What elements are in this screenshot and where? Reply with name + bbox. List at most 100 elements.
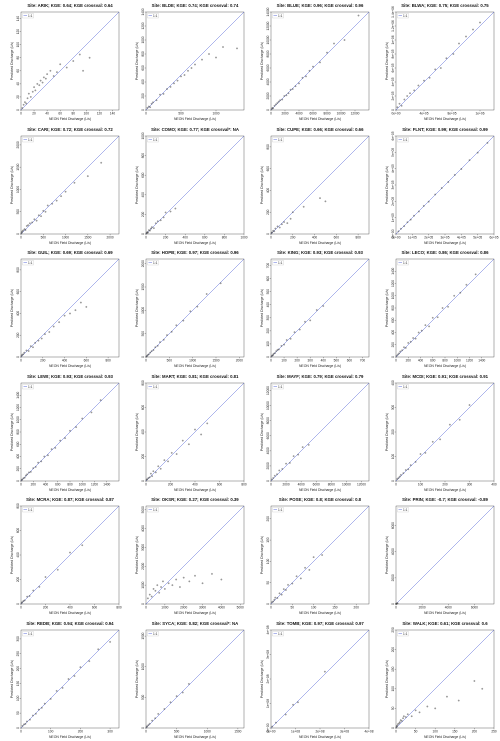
y-tick-label: 200 bbox=[16, 332, 20, 338]
data-point bbox=[481, 687, 484, 690]
data-point bbox=[97, 647, 100, 650]
data-point bbox=[35, 712, 37, 715]
x-tick-label: 600 bbox=[55, 482, 61, 486]
data-point bbox=[285, 94, 288, 97]
data-point bbox=[22, 229, 25, 231]
chart-title: Site: LEWI; KGE: 0.93; KGE crossval: 0.9… bbox=[27, 374, 113, 379]
data-point bbox=[26, 720, 28, 722]
data-point bbox=[219, 282, 222, 285]
data-point bbox=[413, 89, 416, 92]
data-point bbox=[174, 207, 177, 209]
x-tick-label: 1e+05 bbox=[408, 235, 417, 239]
y-tick-label: 100 bbox=[391, 685, 395, 691]
chart-title: Site: WALK; KGE: 0.61; KGE crossval: 0.6 bbox=[402, 621, 488, 626]
y-tick-label: 8000 bbox=[266, 416, 270, 423]
chart-svg: Site: KING; KGE: 0.93; KGE crossval: 0.9… bbox=[260, 250, 370, 368]
chart-panel: Site: POSE; KGE: 0.8; KGE crossval: 0.8 0… bbox=[250, 494, 375, 618]
data-point bbox=[149, 351, 152, 354]
y-tick-label: 800 bbox=[16, 503, 20, 509]
chart-title: Site: CUPE; KGE: 0.66; KGE crossval: 0.6… bbox=[277, 127, 365, 132]
y-tick-label: 500 bbox=[16, 208, 20, 214]
x-tick-label: 250 bbox=[491, 729, 497, 733]
legend-label: 1:1 bbox=[278, 631, 283, 635]
y-tick-label: 0 bbox=[16, 726, 20, 728]
x-tick-label: 200 bbox=[163, 235, 169, 239]
x-axis-label: NEON Field Discharge (L/s) bbox=[49, 735, 91, 739]
data-point bbox=[40, 706, 43, 709]
y-axis-label: Predicted Discharge (L/s) bbox=[385, 659, 389, 697]
y-tick-label: 50 bbox=[391, 706, 395, 710]
data-point bbox=[78, 53, 81, 56]
data-point bbox=[399, 718, 402, 721]
legend: 1:1 bbox=[22, 13, 34, 19]
data-point bbox=[50, 447, 53, 450]
data-point bbox=[72, 60, 75, 62]
data-point bbox=[33, 86, 35, 88]
y-tick-label: 1200 bbox=[141, 22, 145, 29]
data-point bbox=[151, 719, 153, 721]
y-tick-label: 1000 bbox=[141, 132, 145, 139]
data-point bbox=[152, 349, 155, 351]
y-tick-label: 40 bbox=[16, 82, 20, 86]
data-point bbox=[147, 597, 149, 600]
one-to-one-line bbox=[20, 382, 120, 481]
legend-label: 1:1 bbox=[278, 14, 283, 18]
data-point bbox=[31, 90, 34, 93]
x-tick-label: 50 bbox=[414, 729, 418, 733]
y-axis-label: Predicted Discharge (L/s) bbox=[10, 165, 14, 203]
y-tick-label: 4000 bbox=[391, 548, 395, 555]
data-point bbox=[64, 190, 67, 193]
data-point bbox=[407, 342, 410, 344]
data-point bbox=[29, 470, 32, 473]
y-tick-label: 0 bbox=[16, 479, 20, 481]
data-point bbox=[274, 596, 277, 599]
y-axis-label: Predicted Discharge (L/s) bbox=[260, 289, 264, 327]
y-tick-label: 14000 bbox=[266, 7, 270, 16]
y-tick-label: 400 bbox=[16, 552, 20, 558]
legend-box bbox=[272, 630, 284, 636]
data-point bbox=[188, 580, 191, 583]
data-point bbox=[28, 595, 31, 597]
chart-title: Site: HOPB; KGE: 0.97; KGE crossval: 0.9… bbox=[151, 250, 239, 255]
y-tick-label: 0 bbox=[141, 109, 145, 111]
y-axis-label: Predicted Discharge (L/s) bbox=[135, 165, 139, 203]
y-tick-label: 50 bbox=[266, 581, 270, 585]
legend-label: 1:1 bbox=[28, 384, 33, 388]
data-point bbox=[274, 352, 276, 354]
x-tick-label: 1200 bbox=[91, 482, 98, 486]
y-tick-label: 0 bbox=[266, 603, 270, 605]
legend-label: 1:1 bbox=[403, 137, 408, 141]
data-point bbox=[55, 689, 58, 692]
data-point bbox=[154, 589, 157, 592]
x-tick-label: 200 bbox=[40, 359, 46, 363]
legend-label: 1:1 bbox=[278, 137, 283, 141]
chart-title: Site: OKSR; KGE: 0.27; KGE crossval: 0.3… bbox=[151, 497, 239, 502]
chart-title: Site: POSE; KGE: 0.8; KGE crossval: 0.8 bbox=[279, 497, 362, 502]
data-point bbox=[21, 724, 24, 727]
data-point bbox=[410, 714, 413, 717]
chart-title: Site: PRIN; KGE: -0.7; KGE crossval: -0.… bbox=[402, 497, 488, 502]
x-tick-label: 1000 bbox=[240, 235, 247, 239]
data-point bbox=[417, 84, 420, 87]
data-point bbox=[29, 718, 31, 721]
chart-svg: Site: POSE; KGE: 0.8; KGE crossval: 0.8 0… bbox=[260, 497, 370, 615]
y-axis-label: Predicted Discharge (L/s) bbox=[10, 536, 14, 574]
data-point bbox=[201, 582, 204, 585]
y-tick-label: 100 bbox=[266, 341, 270, 347]
data-point bbox=[39, 79, 42, 82]
data-point bbox=[182, 319, 185, 322]
x-tick-label: 1000 bbox=[189, 359, 196, 363]
data-point bbox=[272, 352, 275, 355]
chart-title: Site: MART; KGE: 0.81; KGE crossval: 0.8… bbox=[152, 374, 240, 379]
y-tick-label: 0 bbox=[391, 479, 395, 481]
data-point bbox=[175, 694, 178, 697]
y-tick-label: 1400 bbox=[16, 391, 20, 398]
data-point bbox=[324, 670, 326, 672]
x-axis-label: NEON Field Discharge (L/s) bbox=[424, 117, 466, 121]
y-tick-label: 3e+05 bbox=[391, 180, 395, 189]
x-axis-label: NEON Field Discharge (L/s) bbox=[174, 241, 216, 245]
y-tick-label: 12000 bbox=[266, 21, 270, 30]
data-point bbox=[171, 584, 174, 586]
plot-frame bbox=[20, 135, 120, 234]
y-axis-label: Predicted Discharge (L/s) bbox=[135, 536, 139, 574]
